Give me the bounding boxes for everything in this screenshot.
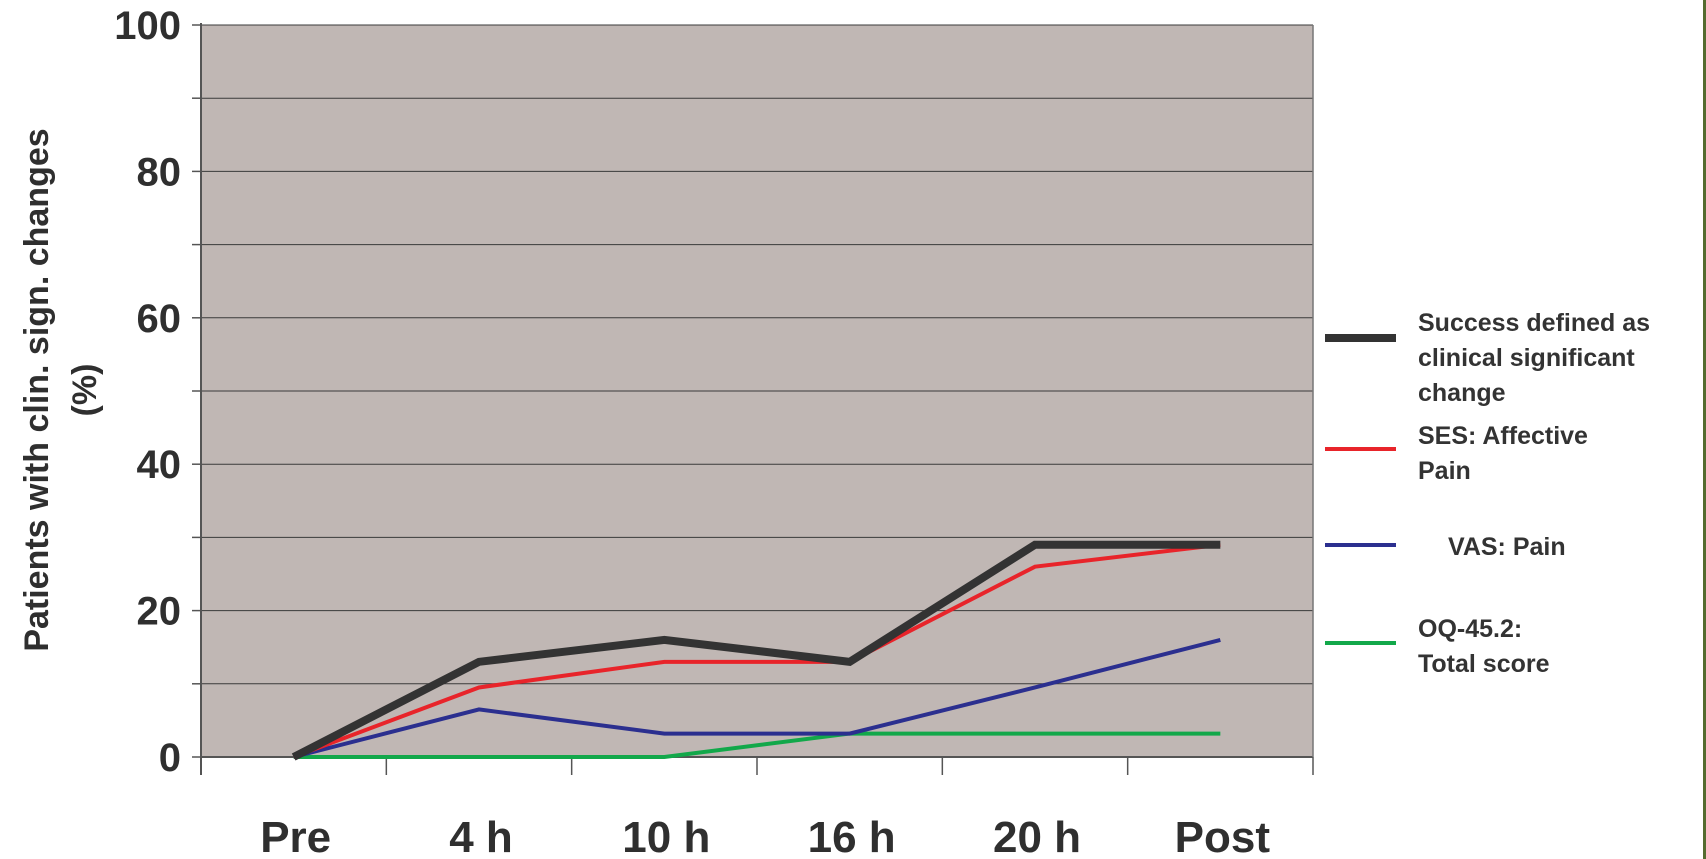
x-tick-label: 20 h [993, 813, 1081, 859]
x-tick-label: 4 h [449, 813, 513, 859]
x-tick-labels: Pre 4 h 10 h 16 h 20 h Post [260, 813, 1270, 859]
series-lines [291, 540, 1221, 761]
y-axis-title-line: Patients with clin. sign. changes [18, 128, 56, 651]
x-tick-label: Post [1175, 813, 1271, 859]
legend-label: SES: Affective [1418, 422, 1588, 450]
legend-label: VAS: Pain [1448, 533, 1566, 561]
x-tick-label: 16 h [808, 813, 896, 859]
legend-label: Pain [1418, 457, 1471, 485]
y-tick-label: 20 [137, 590, 182, 634]
legend-label: Success defined as [1418, 309, 1650, 337]
legend-label: Total score [1418, 650, 1550, 678]
legend-label: clinical significant [1418, 344, 1635, 372]
y-tick-label: 60 [137, 297, 182, 341]
y-axis-title-line: (%) [66, 364, 104, 417]
series-line [292, 542, 1221, 759]
gridlines [201, 24, 1313, 685]
legend-label: OQ-45.2: [1418, 615, 1522, 643]
y-tick-label: 80 [137, 150, 182, 194]
frame-border [1703, 0, 1706, 859]
x-tick-label: Pre [260, 813, 331, 859]
series-line [293, 731, 1221, 759]
x-tick-label: 10 h [622, 813, 710, 859]
legend-label: change [1418, 379, 1506, 407]
legend: Success defined as clinical significant ch… [1325, 309, 1650, 678]
y-tick-label: 40 [137, 443, 182, 487]
y-axis-title: Patients with clin. sign. changes (%) [18, 128, 104, 651]
y-tick-label: 0 [159, 736, 181, 780]
y-axis-title-text: Patients with clin. sign. changes (%) [18, 128, 104, 651]
y-tick-labels: 0 20 40 60 80 100 [114, 4, 181, 780]
series-line [291, 540, 1221, 761]
y-tick-label: 100 [114, 4, 181, 48]
series-line [293, 637, 1221, 759]
